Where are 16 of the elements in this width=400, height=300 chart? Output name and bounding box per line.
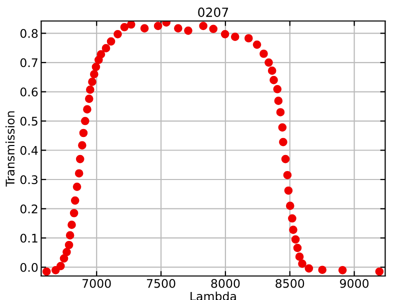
y-tick-label: 0.5 (20, 116, 38, 126)
chart-title: 0207 (198, 8, 228, 18)
x-tick-label: 8000 (211, 278, 240, 288)
y-tick-label: 0.7 (20, 58, 38, 68)
x-tick-label: 7500 (146, 278, 176, 288)
y-tick-label: 0.3 (20, 175, 38, 184)
x-tick-label: 9000 (340, 278, 369, 288)
y-tick-label: 0.0 (20, 262, 38, 272)
y-tick-label: 0.6 (20, 87, 38, 96)
y-tick-label: 0.8 (20, 29, 38, 38)
y-tick-label: 0.4 (20, 146, 38, 155)
x-tick-label: 8500 (276, 278, 304, 288)
y-axis-title: Transmission (5, 111, 15, 187)
x-tick-label: 7000 (82, 278, 111, 288)
y-tick-label: 0.2 (20, 204, 38, 214)
y-tick-label: 0.1 (20, 234, 38, 243)
